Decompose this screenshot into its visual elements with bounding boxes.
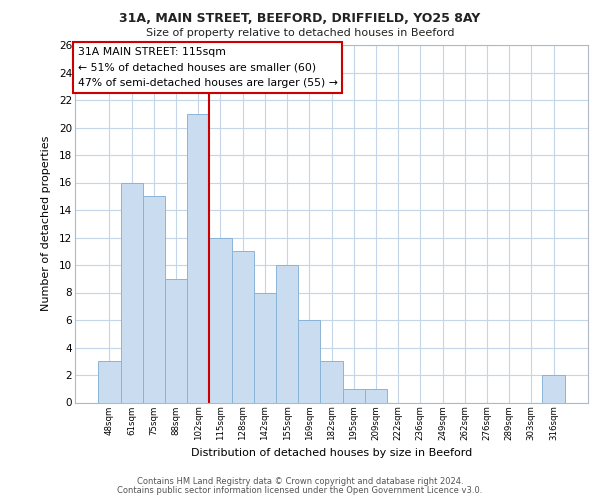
Bar bbox=[121, 182, 143, 402]
Bar bbox=[232, 252, 254, 402]
Text: Contains public sector information licensed under the Open Government Licence v3: Contains public sector information licen… bbox=[118, 486, 482, 495]
Bar bbox=[98, 361, 121, 403]
Bar bbox=[298, 320, 320, 402]
Bar bbox=[343, 389, 365, 402]
Bar bbox=[365, 389, 387, 402]
Text: 31A MAIN STREET: 115sqm
← 51% of detached houses are smaller (60)
47% of semi-de: 31A MAIN STREET: 115sqm ← 51% of detache… bbox=[77, 47, 337, 88]
Bar bbox=[165, 279, 187, 402]
Bar bbox=[542, 375, 565, 402]
Bar bbox=[209, 238, 232, 402]
Bar bbox=[320, 361, 343, 403]
Text: 31A, MAIN STREET, BEEFORD, DRIFFIELD, YO25 8AY: 31A, MAIN STREET, BEEFORD, DRIFFIELD, YO… bbox=[119, 12, 481, 26]
Text: Contains HM Land Registry data © Crown copyright and database right 2024.: Contains HM Land Registry data © Crown c… bbox=[137, 477, 463, 486]
Text: Size of property relative to detached houses in Beeford: Size of property relative to detached ho… bbox=[146, 28, 454, 38]
Bar bbox=[276, 265, 298, 402]
Bar bbox=[143, 196, 165, 402]
Bar bbox=[187, 114, 209, 403]
Bar bbox=[254, 292, 276, 403]
X-axis label: Distribution of detached houses by size in Beeford: Distribution of detached houses by size … bbox=[191, 448, 472, 458]
Y-axis label: Number of detached properties: Number of detached properties bbox=[41, 136, 50, 312]
